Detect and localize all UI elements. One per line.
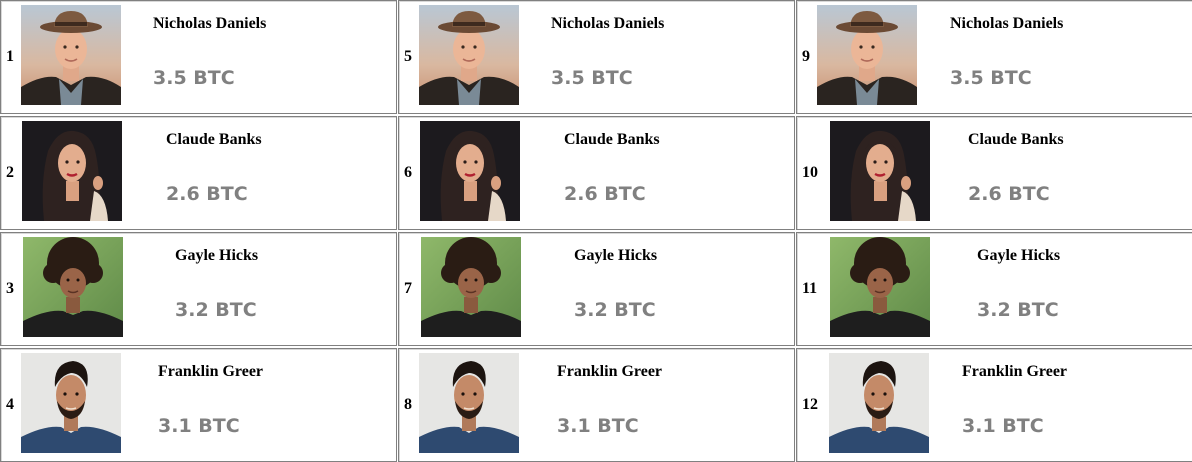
leaderboard-cell: 8 Franklin Greer 3.1 BTC [398,348,795,462]
btc-amount: 3.1 BTC [962,415,1044,437]
avatar-photo [23,237,123,337]
rank-number: 1 [6,48,14,65]
rank-number: 11 [802,280,818,297]
leaderboard-cell: 5 Nicholas Daniels 3.5 BTC [398,0,795,114]
avatar-photo [829,353,929,453]
avatar-photo [21,5,121,105]
user-name: Nicholas Daniels [153,15,267,32]
avatar-photo [420,121,520,221]
btc-amount: 2.6 BTC [166,183,248,205]
leaderboard-cell: 2 Claude Banks 2.6 BTC [0,116,397,230]
avatar-photo [21,353,121,453]
rank-number: 7 [404,280,412,297]
avatar-photo [421,237,521,337]
user-name: Gayle Hicks [574,247,658,264]
btc-amount: 3.5 BTC [551,67,633,89]
rank-number: 6 [404,164,412,181]
user-name: Franklin Greer [158,363,264,380]
user-name: Franklin Greer [557,363,663,380]
leaderboard-cell: 7 Gayle Hicks 3.2 BTC [398,232,795,346]
avatar-photo [830,237,930,337]
leaderboard-cell: 9 Nicholas Daniels 3.5 BTC [796,0,1192,114]
btc-amount: 3.5 BTC [950,67,1032,89]
avatar-photo [419,5,519,105]
avatar-photo [830,121,930,221]
leaderboard-cell: 10 Claude Banks 2.6 BTC [796,116,1192,230]
btc-amount: 3.5 BTC [153,67,235,89]
leaderboard-cell: 11 Gayle Hicks 3.2 BTC [796,232,1192,346]
btc-amount: 3.2 BTC [574,299,656,321]
leaderboard-cell: 3 Gayle Hicks 3.2 BTC [0,232,397,346]
rank-number: 2 [6,164,14,181]
avatar-photo [419,353,519,453]
avatar-photo [22,121,122,221]
rank-number: 3 [6,280,14,297]
user-name: Gayle Hicks [175,247,259,264]
avatar-photo [817,5,917,105]
btc-amount: 3.2 BTC [977,299,1059,321]
btc-amount: 3.1 BTC [557,415,639,437]
rank-number: 12 [802,396,818,413]
user-name: Nicholas Daniels [551,15,665,32]
leaderboard-cell: 12 Franklin Greer 3.1 BTC [796,348,1192,462]
user-name: Claude Banks [968,131,1064,148]
rank-number: 8 [404,396,412,413]
user-name: Franklin Greer [962,363,1068,380]
btc-amount: 2.6 BTC [564,183,646,205]
user-name: Claude Banks [166,131,262,148]
btc-amount: 3.1 BTC [158,415,240,437]
user-name: Claude Banks [564,131,660,148]
leaderboard-cell: 4 Franklin Greer 3.1 BTC [0,348,397,462]
rank-number: 4 [6,396,14,413]
rank-number: 10 [802,164,818,181]
btc-amount: 3.2 BTC [175,299,257,321]
leaderboard-cell: 1 Nicholas Daniels 3.5 BTC [0,0,397,114]
user-name: Nicholas Daniels [950,15,1064,32]
rank-number: 5 [404,48,412,65]
leaderboard-cell: 6 Claude Banks 2.6 BTC [398,116,795,230]
btc-amount: 2.6 BTC [968,183,1050,205]
rank-number: 9 [802,48,810,65]
user-name: Gayle Hicks [977,247,1061,264]
